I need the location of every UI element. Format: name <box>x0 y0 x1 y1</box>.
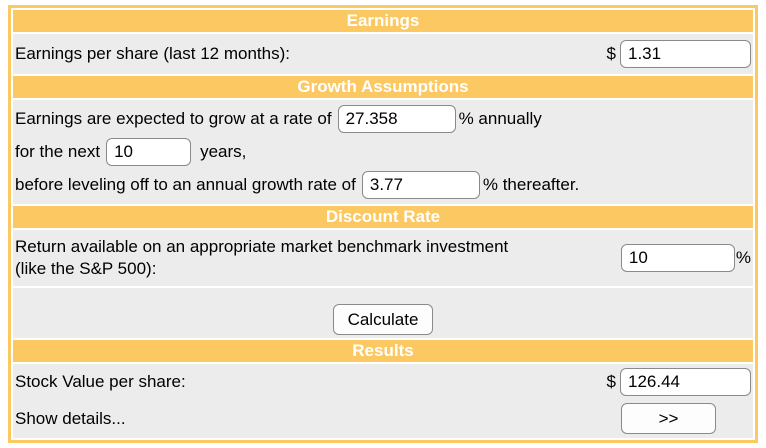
discount-rate-label: Return available on an appropriate marke… <box>15 236 621 280</box>
results-section-header: Results <box>13 340 753 362</box>
growth-years-suffix: years, <box>200 142 247 161</box>
growth-rate-line: Earnings are expected to grow at a rate … <box>15 105 753 133</box>
earnings-per-share-row: Earnings per share (last 12 months): $ <box>13 34 753 74</box>
eps-input[interactable] <box>620 40 751 68</box>
discount-rate-label-line2: (like the S&P 500): <box>15 259 157 278</box>
terminal-growth-line: before leveling off to an annual growth … <box>15 171 753 199</box>
percent-sign: % <box>735 248 751 267</box>
terminal-growth-label: before leveling off to an annual growth … <box>15 175 356 194</box>
growth-rate-input[interactable] <box>337 105 456 133</box>
show-details-line: Show details... >> <box>15 403 751 434</box>
results-rows: Stock Value per share: $ Show details...… <box>13 364 753 438</box>
stock-value-input[interactable] <box>620 368 751 396</box>
discount-rate-label-line1: Return available on an appropriate marke… <box>15 237 509 256</box>
show-details-button[interactable]: >> <box>621 403 716 434</box>
stock-value-calculator: Earnings Earnings per share (last 12 mon… <box>8 5 758 443</box>
growth-assumptions-section-header: Growth Assumptions <box>13 76 753 98</box>
terminal-growth-suffix: % thereafter. <box>482 175 580 194</box>
dollar-sign: $ <box>606 372 616 391</box>
growth-years-input[interactable] <box>106 138 192 166</box>
calculate-row: Calculate <box>13 288 753 338</box>
eps-label: Earnings per share (last 12 months): <box>15 44 290 63</box>
discount-rate-row: Return available on an appropriate marke… <box>13 230 753 286</box>
earnings-section-header: Earnings <box>13 10 753 32</box>
growth-assumptions-rows: Earnings are expected to grow at a rate … <box>13 100 753 204</box>
discount-rate-section-header: Discount Rate <box>13 206 753 228</box>
stock-value-label: Stock Value per share: <box>15 372 186 391</box>
dollar-sign: $ <box>606 44 616 63</box>
discount-rate-input[interactable] <box>620 244 735 272</box>
growth-years-line: for the next years, <box>15 138 753 166</box>
growth-rate-label: Earnings are expected to grow at a rate … <box>15 109 332 128</box>
terminal-growth-input[interactable] <box>361 171 480 199</box>
calculate-button[interactable]: Calculate <box>332 304 434 335</box>
stock-value-line: Stock Value per share: $ <box>15 368 751 396</box>
growth-rate-suffix: % annually <box>458 109 542 128</box>
growth-years-label: for the next <box>15 142 101 161</box>
show-details-label: Show details... <box>15 408 126 428</box>
